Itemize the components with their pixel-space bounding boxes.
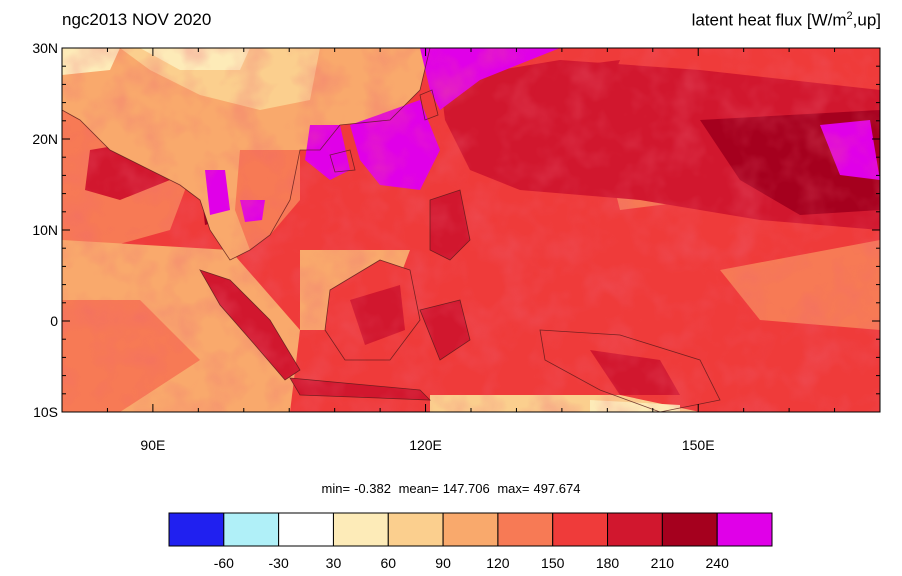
stat-min: -0.382 bbox=[354, 481, 391, 496]
colorbar-swatch bbox=[497, 512, 554, 547]
colorbar-swatch bbox=[552, 512, 609, 547]
lat-tick-label: 20N bbox=[32, 131, 58, 147]
field-stats: min= -0.382 mean= 147.706 max= 497.674 bbox=[321, 481, 581, 496]
colorbar-label: 60 bbox=[380, 555, 396, 571]
axis-ticks bbox=[61, 47, 881, 413]
map-title-right: latent heat flux [W/m2,up] bbox=[691, 10, 881, 30]
colorbar-swatch bbox=[278, 512, 334, 547]
axis-tick-labels: 30N 20N 10N 0 10S 90E 120E 150E bbox=[32, 40, 714, 453]
colorbar-swatch bbox=[168, 512, 225, 547]
lon-tick-label: 120E bbox=[409, 437, 442, 453]
stat-max: 497.674 bbox=[533, 481, 581, 496]
lon-tick-label: 90E bbox=[140, 437, 165, 453]
lat-tick-label: 10S bbox=[33, 404, 58, 420]
colorbar-label: 210 bbox=[651, 555, 675, 571]
lat-tick-label: 0 bbox=[50, 313, 58, 329]
colorbar-label: 90 bbox=[435, 555, 451, 571]
lat-tick-label: 10N bbox=[32, 222, 58, 238]
lat-tick-label: 30N bbox=[32, 40, 58, 56]
colorbar-label: -30 bbox=[269, 555, 289, 571]
colorbar-swatch bbox=[661, 512, 718, 547]
stat-mean: 147.706 bbox=[442, 481, 490, 496]
map-title-left: ngc2013 NOV 2020 bbox=[62, 10, 212, 29]
colorbar-swatch bbox=[332, 512, 389, 547]
lon-tick-label: 150E bbox=[682, 437, 715, 453]
colorbar-swatch bbox=[607, 512, 663, 547]
coastlines bbox=[62, 48, 721, 412]
colorbar-swatch bbox=[223, 512, 280, 547]
colorbar-label: 120 bbox=[486, 555, 510, 571]
colorbar-swatch bbox=[442, 512, 499, 547]
map-field bbox=[62, 48, 880, 412]
flux-map: 30N 20N 10N 0 10S 90E 120E 150E bbox=[32, 40, 881, 453]
colorbar-label: 240 bbox=[706, 555, 730, 571]
colorbar-label: 30 bbox=[326, 555, 342, 571]
colorbar-swatch bbox=[387, 512, 444, 547]
colorbar-label: -60 bbox=[214, 555, 234, 571]
colorbar-swatch bbox=[716, 512, 773, 547]
colorbar-label: 150 bbox=[541, 555, 565, 571]
colorbar-label: 180 bbox=[596, 555, 620, 571]
